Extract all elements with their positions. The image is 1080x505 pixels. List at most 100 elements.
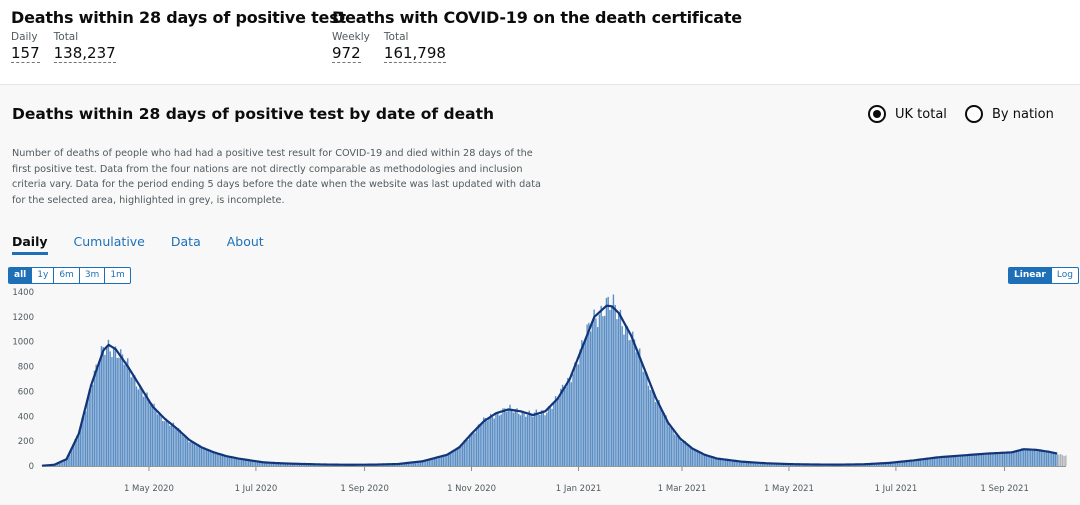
bar	[1058, 454, 1060, 466]
bar	[223, 454, 225, 466]
bar	[246, 460, 248, 466]
bar	[665, 415, 667, 466]
bar	[549, 406, 552, 466]
bar	[197, 444, 199, 466]
bar	[568, 378, 571, 466]
bar	[639, 348, 641, 466]
bar	[67, 455, 69, 466]
bar	[584, 340, 587, 466]
bar	[535, 409, 537, 466]
bar	[226, 456, 229, 466]
bar	[993, 453, 995, 466]
bar	[582, 345, 585, 466]
bar	[277, 463, 280, 466]
bar	[435, 457, 438, 466]
tab-cumulative[interactable]: Cumulative	[73, 234, 145, 249]
bar	[951, 455, 953, 466]
metric-value[interactable]: 157	[11, 44, 40, 63]
deaths-chart[interactable]: 0 200 400 600 800 1000 1200 1400 1 May 2020 1 Ju…	[0, 286, 1080, 496]
bar	[977, 454, 979, 466]
bar	[637, 350, 639, 466]
bar	[618, 312, 620, 466]
bar	[1038, 450, 1041, 466]
scale-button-linear[interactable]: Linear	[1009, 268, 1052, 283]
bar	[433, 458, 436, 466]
bar	[574, 362, 576, 466]
range-button-all[interactable]: all	[9, 268, 33, 283]
bar	[211, 451, 213, 466]
bar	[198, 444, 201, 466]
bar	[551, 408, 553, 466]
scale-button-log[interactable]: Log	[1056, 270, 1073, 280]
bar	[497, 411, 499, 466]
bar	[616, 319, 618, 466]
bar	[523, 412, 525, 466]
bar	[426, 459, 429, 466]
tab-data[interactable]: Data	[170, 234, 201, 249]
bar	[460, 445, 462, 466]
bar	[903, 461, 906, 466]
radio-unselected-icon[interactable]	[965, 105, 983, 123]
bar	[707, 456, 709, 466]
bar	[155, 411, 157, 466]
bar	[437, 456, 439, 466]
radio-by-nation[interactable]: By nation	[965, 105, 1054, 123]
bar	[170, 423, 173, 466]
tab-daily[interactable]: Daily	[12, 234, 48, 255]
bar	[274, 462, 276, 466]
bar	[602, 316, 604, 466]
bar	[767, 463, 769, 466]
bar	[414, 462, 416, 466]
range-button-3m[interactable]: 3m	[80, 268, 106, 283]
radio-selected-icon[interactable]	[868, 105, 886, 123]
bar	[567, 377, 569, 466]
radio-uk-total[interactable]: UK total	[868, 105, 947, 123]
metric-value[interactable]: 972	[332, 44, 361, 63]
bar	[563, 389, 566, 466]
bar	[144, 395, 146, 466]
bar	[235, 458, 238, 466]
bar	[465, 439, 467, 466]
bar	[660, 407, 662, 466]
bar	[547, 406, 550, 466]
bar	[895, 462, 897, 466]
bar	[937, 456, 939, 466]
metric-value[interactable]: 138,237	[53, 44, 116, 63]
bar	[533, 412, 536, 466]
card-title: Deaths within 28 days of positive test b…	[12, 105, 495, 123]
bar	[440, 456, 443, 466]
bar	[716, 457, 718, 466]
bar	[405, 462, 408, 466]
bar	[944, 456, 946, 466]
bar	[88, 389, 90, 466]
headline-bar: Deaths within 28 days of positive test D…	[0, 0, 1080, 84]
bar	[561, 384, 564, 466]
metric-value[interactable]: 161,798	[383, 44, 446, 63]
bar	[463, 440, 466, 466]
bar	[717, 458, 720, 466]
bar	[512, 412, 515, 466]
bar	[153, 403, 155, 466]
bar	[947, 456, 950, 466]
bar	[982, 453, 985, 466]
bar	[137, 389, 139, 466]
bar	[730, 460, 732, 466]
bar	[572, 373, 574, 466]
bar	[502, 408, 504, 466]
bar	[586, 324, 588, 466]
range-button-6m[interactable]: 6m	[54, 268, 80, 283]
bar	[184, 435, 187, 466]
bar	[775, 463, 778, 466]
bar	[525, 416, 527, 466]
bar	[490, 413, 492, 466]
bar	[532, 416, 534, 466]
bar	[241, 459, 243, 466]
tab-about[interactable]: About	[226, 234, 264, 249]
y-tick-label: 1400	[12, 288, 34, 298]
range-button-1m[interactable]: 1m	[110, 270, 125, 280]
bar	[679, 438, 681, 466]
bar	[514, 409, 516, 466]
bar	[130, 377, 132, 466]
range-button-1y[interactable]: 1y	[32, 268, 55, 283]
bar	[633, 339, 636, 466]
